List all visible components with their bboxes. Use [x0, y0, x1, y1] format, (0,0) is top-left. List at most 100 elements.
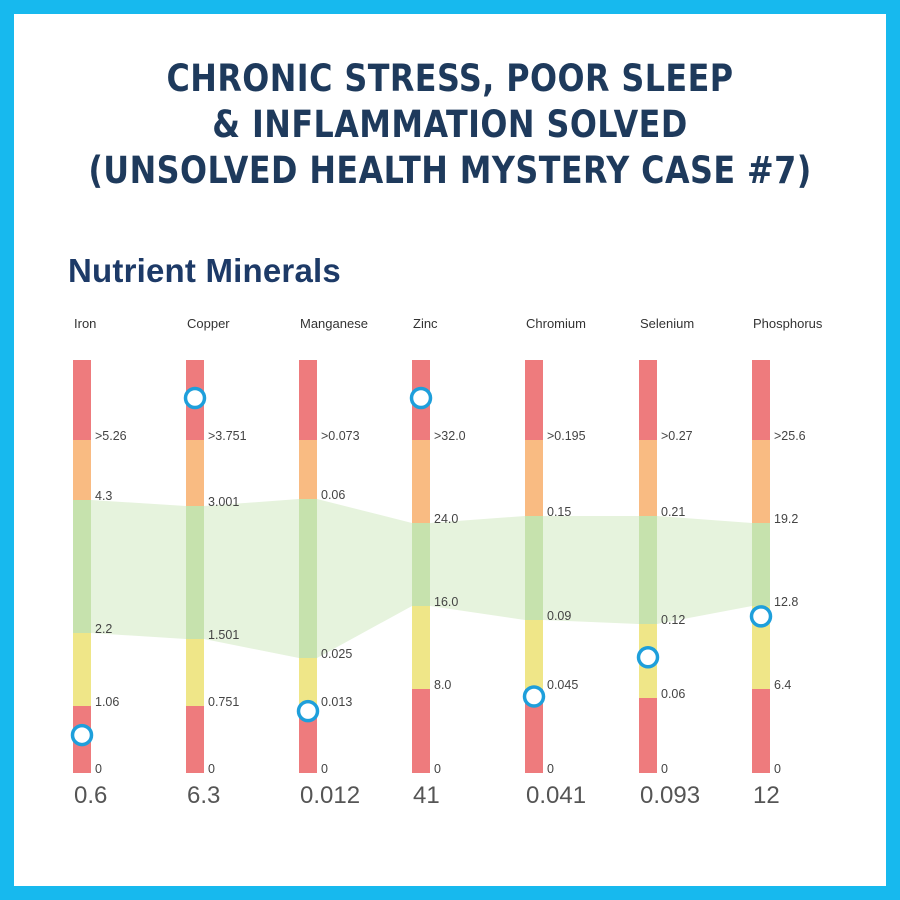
- headline-line-3: (UNSOLVED HEALTH MYSTERY CASE #7): [88, 149, 812, 192]
- high-red-segment: [525, 360, 543, 440]
- threshold-label: 2.2: [95, 622, 112, 636]
- high-orange-segment: [525, 440, 543, 516]
- mineral-column-chromium: Chromium >0.195 0.15 0.09 0.045 0 0.041: [522, 316, 586, 809]
- value-marker: [296, 699, 320, 723]
- value-marker: [522, 685, 546, 708]
- mineral-column-copper: Copper >3.751 3.001 1.501 0.751 0 6.3: [183, 316, 247, 809]
- mineral-column-manganese: Manganese >0.073 0.06 0.025 0.013 0 0.012: [296, 316, 368, 809]
- threshold-label: 0: [208, 762, 215, 776]
- threshold-label: 0: [661, 762, 668, 776]
- mineral-name: Iron: [74, 316, 96, 331]
- value-label: 0.012: [300, 782, 360, 809]
- threshold-label: 0.15: [547, 505, 571, 519]
- value-label: 12: [753, 782, 780, 809]
- threshold-label: >0.073: [321, 429, 360, 443]
- threshold-label: 0.12: [661, 613, 685, 627]
- threshold-label: 0: [321, 762, 328, 776]
- optimal-green-segment: [186, 506, 204, 639]
- threshold-label: 0: [95, 762, 102, 776]
- threshold-label: 0: [774, 762, 781, 776]
- high-orange-segment: [186, 440, 204, 506]
- value-marker: [183, 386, 207, 410]
- threshold-label: 24.0: [434, 512, 458, 526]
- mineral-column-phosphorus: Phosphorus >25.6 19.2 12.8 6.4 0 12: [749, 316, 823, 809]
- headline: CHRONIC STRESS, POOR SLEEP & INFLAMMATIO…: [75, 56, 825, 194]
- high-red-segment: [299, 360, 317, 440]
- high-red-segment: [639, 360, 657, 440]
- value-label: 0.041: [526, 782, 586, 809]
- threshold-label: >0.195: [547, 429, 586, 443]
- high-red-segment: [752, 360, 770, 440]
- value-marker: [749, 605, 773, 628]
- value-marker: [409, 386, 433, 410]
- threshold-label: 0.045: [547, 678, 578, 692]
- high-orange-segment: [299, 440, 317, 499]
- low-yellow-segment: [752, 606, 770, 689]
- threshold-label: >3.751: [208, 429, 247, 443]
- threshold-label: 0.21: [661, 505, 685, 519]
- mineral-name: Chromium: [526, 316, 586, 331]
- high-orange-segment: [752, 440, 770, 523]
- headline-line-1: CHRONIC STRESS, POOR SLEEP: [166, 57, 734, 100]
- mineral-name: Selenium: [640, 316, 694, 331]
- low-red-segment: [412, 689, 430, 773]
- high-orange-segment: [639, 440, 657, 516]
- threshold-label: 1.06: [95, 695, 119, 709]
- mineral-column-iron: Iron >5.26 4.3 2.2 1.06 0 0.6: [70, 316, 127, 809]
- high-red-segment: [73, 360, 91, 440]
- threshold-label: 0.06: [321, 488, 345, 502]
- threshold-label: 3.001: [208, 495, 239, 509]
- chart-title: Nutrient Minerals: [68, 252, 341, 289]
- low-red-segment: [186, 706, 204, 773]
- low-red-segment: [525, 689, 543, 773]
- threshold-label: >32.0: [434, 429, 466, 443]
- optimal-green-segment: [525, 516, 543, 620]
- value-label: 41: [413, 782, 440, 809]
- threshold-label: >0.27: [661, 429, 693, 443]
- threshold-label: >5.26: [95, 429, 127, 443]
- threshold-label: 6.4: [774, 678, 791, 692]
- mineral-name: Manganese: [300, 316, 368, 331]
- threshold-label: 19.2: [774, 512, 798, 526]
- threshold-label: 12.8: [774, 595, 798, 609]
- low-red-segment: [299, 706, 317, 773]
- low-red-segment: [639, 698, 657, 773]
- threshold-label: 0.025: [321, 647, 352, 661]
- threshold-label: 0: [547, 762, 554, 776]
- value-label: 6.3: [187, 782, 220, 809]
- mineral-name: Phosphorus: [753, 316, 823, 331]
- value-marker: [636, 646, 660, 669]
- threshold-label: >25.6: [774, 429, 806, 443]
- threshold-label: 4.3: [95, 489, 112, 503]
- threshold-label: 0.013: [321, 695, 352, 709]
- low-yellow-segment: [186, 639, 204, 706]
- optimal-green-segment: [639, 516, 657, 624]
- threshold-label: 0.06: [661, 687, 685, 701]
- low-red-segment: [752, 689, 770, 773]
- threshold-label: 16.0: [434, 595, 458, 609]
- optimal-green-segment: [73, 500, 91, 633]
- optimal-green-segment: [299, 499, 317, 658]
- low-yellow-segment: [73, 633, 91, 706]
- high-orange-segment: [73, 440, 91, 500]
- mineral-column-zinc: Zinc >32.0 24.0 16.0 8.0 0 41: [409, 316, 466, 809]
- threshold-label: 0.751: [208, 695, 239, 709]
- low-yellow-segment: [525, 620, 543, 689]
- mineral-column-selenium: Selenium >0.27 0.21 0.12 0.06 0 0.093: [636, 316, 700, 809]
- high-orange-segment: [412, 440, 430, 523]
- optimal-green-segment: [412, 523, 430, 606]
- threshold-label: 1.501: [208, 628, 239, 642]
- low-yellow-segment: [412, 606, 430, 689]
- optimal-green-segment: [752, 523, 770, 606]
- threshold-label: 0: [434, 762, 441, 776]
- threshold-label: 0.09: [547, 609, 571, 623]
- mineral-name: Zinc: [413, 316, 438, 331]
- value-marker: [70, 723, 94, 747]
- low-yellow-segment: [299, 658, 317, 706]
- mineral-name: Copper: [187, 316, 230, 331]
- value-label: 0.6: [74, 782, 107, 809]
- threshold-label: 8.0: [434, 678, 451, 692]
- headline-line-2: & INFLAMMATION SOLVED: [212, 103, 688, 146]
